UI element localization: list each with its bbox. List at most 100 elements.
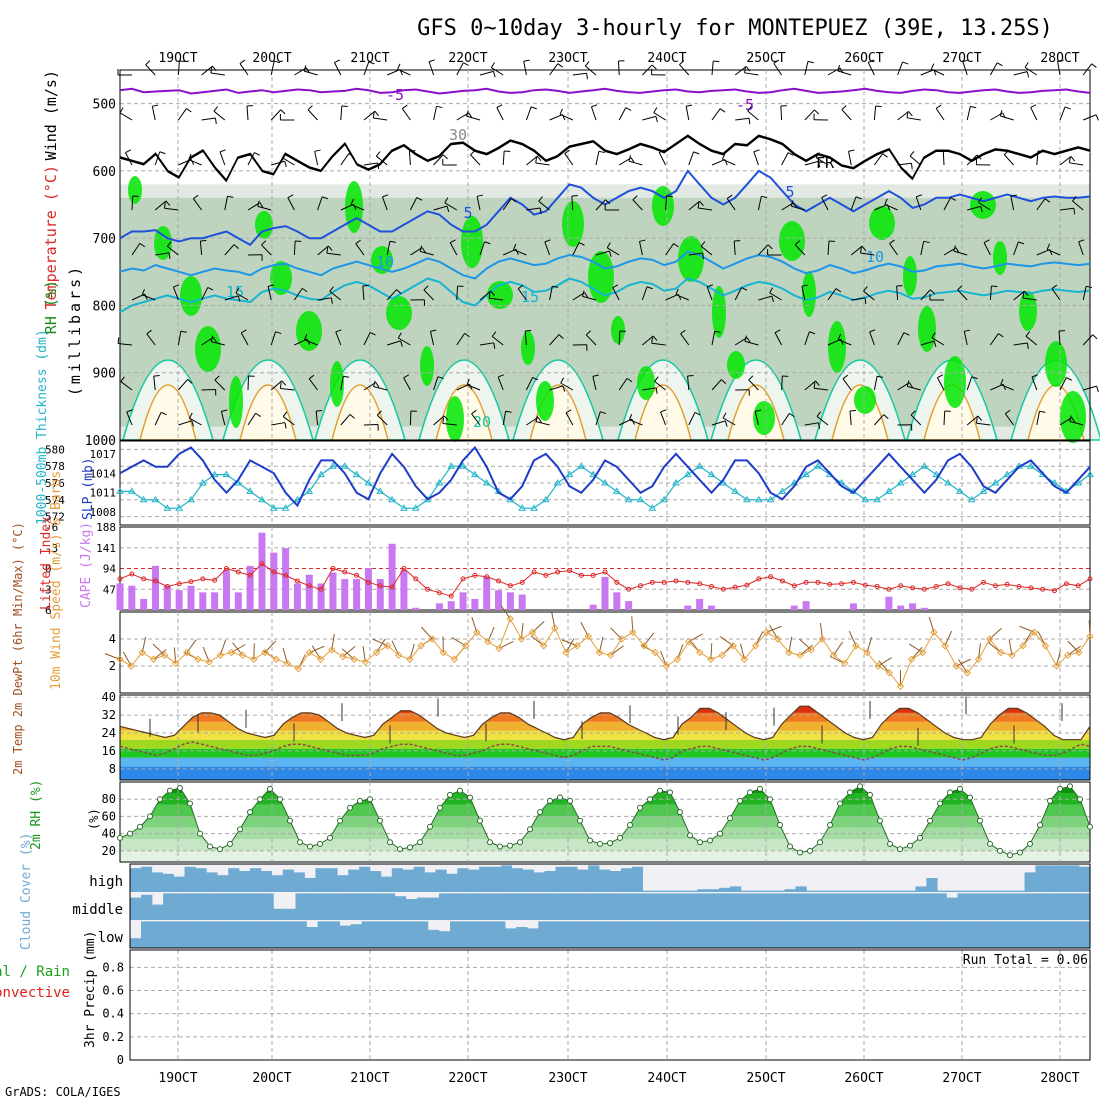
li-marker: [259, 561, 265, 567]
rh-high-blob-14: [461, 216, 483, 268]
wind-barb: [827, 338, 841, 346]
rh2m-marker: [207, 843, 213, 850]
cloud-bar-middle: [1034, 893, 1047, 920]
p6-ytick-60: 60: [102, 809, 116, 823]
wind-barb-flag: [490, 290, 495, 296]
bottom-x-label-28OCT: 28OCT: [1040, 1071, 1079, 1086]
wind-barb: [270, 61, 275, 76]
wind-barb-flag: [255, 412, 261, 417]
cloud-bar-high: [293, 872, 305, 892]
temp-contour-FR: [119, 134, 1091, 184]
thickness-marker: [754, 495, 763, 503]
wind-barb: [757, 196, 762, 211]
cape-bar: [435, 603, 443, 610]
temp-contour-FR-inner: [119, 137, 1091, 184]
wind-barb: [525, 377, 533, 391]
wind-barb-flag: [651, 337, 653, 344]
wind-barb: [1083, 385, 1097, 391]
cloud-bar-middle: [913, 893, 925, 920]
wind-barb: [126, 411, 133, 426]
wind-barb: [560, 382, 574, 391]
wind-barb: [192, 198, 203, 211]
wind10m-marker: [762, 628, 771, 636]
wind10m-marker: [606, 651, 615, 659]
wind-barb-flag: [721, 153, 726, 160]
wind-barb-flag: [240, 329, 247, 334]
cloud-bar-middle: [163, 893, 175, 920]
rh2m-marker: [447, 791, 453, 798]
wind-barb-flag: [267, 284, 275, 287]
cloud-bar-middle: [924, 893, 936, 920]
wind-barb: [801, 286, 806, 301]
wind-barb: [1059, 207, 1074, 211]
wind-barb: [429, 331, 435, 346]
wind-barb: [363, 381, 377, 391]
cloud-bar-middle: [891, 893, 903, 920]
wind-barb-flag: [281, 152, 286, 159]
cloud-bar-low: [549, 921, 561, 948]
wind10m-marker: [718, 651, 726, 659]
wind-barb-flag: [908, 111, 913, 117]
cloud-bar-low: [361, 921, 374, 948]
thickness-marker: [163, 504, 172, 511]
cape-bar: [317, 583, 325, 610]
wind-barb: [907, 385, 921, 391]
thickness-marker: [1026, 462, 1035, 469]
rh-high-blob-25: [727, 351, 745, 379]
wind-barb-flag: [210, 335, 214, 342]
cape-bar: [116, 583, 124, 610]
wind-barb-flag: [493, 342, 496, 349]
p5-ytick-8: 8: [109, 762, 116, 776]
thickness-marker: [482, 479, 491, 486]
wind-barb-flag: [598, 150, 605, 154]
wind-barb-flag: [605, 199, 611, 205]
wind-barb-flag: [741, 287, 748, 291]
wind-barb: [376, 155, 388, 166]
wind-barb: [470, 154, 481, 166]
li-marker: [141, 576, 147, 582]
wind-barb-flag: [165, 200, 171, 206]
wind-barb: [582, 295, 597, 301]
wind-barb-flag: [257, 200, 260, 207]
thickness-marker: [364, 479, 373, 486]
wind-barb-flag: [239, 59, 246, 64]
rh2m-marker: [877, 817, 883, 824]
wind-barb-flag: [565, 409, 572, 414]
wind-barb-flag: [307, 105, 313, 111]
p2-ytick-left-578: 578: [45, 460, 65, 473]
wind-barb-flag: [1095, 114, 1099, 121]
p2-ylabel-left: 1000-500mb Thickness (dm): [35, 329, 50, 525]
wind-barb: [734, 287, 743, 301]
wind-barb: [282, 416, 295, 426]
wind-barb-flag: [916, 194, 923, 198]
wind-barb-flag: [962, 59, 969, 63]
wind-barb-flag: [377, 162, 380, 170]
bottom-x-label-19OCT: 19OCT: [158, 1071, 197, 1086]
cloud-bar-middle: [758, 893, 771, 920]
wind-barb: [479, 290, 492, 301]
cloud-bar-low: [803, 921, 815, 948]
li-marker: [188, 579, 194, 585]
wind-barb: [658, 152, 667, 166]
wind-barb: [257, 205, 272, 211]
wind-barb-flag: [606, 242, 611, 249]
wind-barb-flag: [906, 380, 910, 387]
cloud-bar-high: [457, 868, 469, 892]
temp-contour-10: [119, 250, 1091, 280]
wind-barb-flag: [343, 375, 350, 378]
cloud-bar-high: [1046, 865, 1058, 892]
wind-barb-flag: [403, 374, 410, 379]
cloud-bar-middle: [405, 899, 418, 920]
p1-ylabel-text: (millibars): [66, 264, 84, 396]
wind-barb: [145, 64, 156, 76]
wind-barb: [849, 411, 852, 426]
wind-barb: [201, 336, 214, 346]
wind10m-marker: [673, 655, 682, 663]
wind-barb-flag: [470, 150, 476, 156]
li-marker: [389, 584, 395, 590]
wind-barb: [189, 417, 202, 426]
cloud-bar-high: [522, 869, 534, 892]
cloud-bar-high: [206, 872, 218, 892]
rh2m-marker: [757, 785, 763, 792]
wind-barb-flag: [281, 380, 287, 386]
